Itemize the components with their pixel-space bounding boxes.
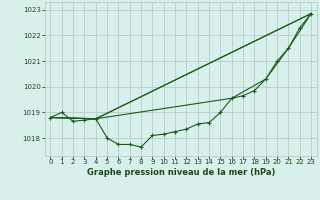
X-axis label: Graphe pression niveau de la mer (hPa): Graphe pression niveau de la mer (hPa): [87, 168, 275, 177]
